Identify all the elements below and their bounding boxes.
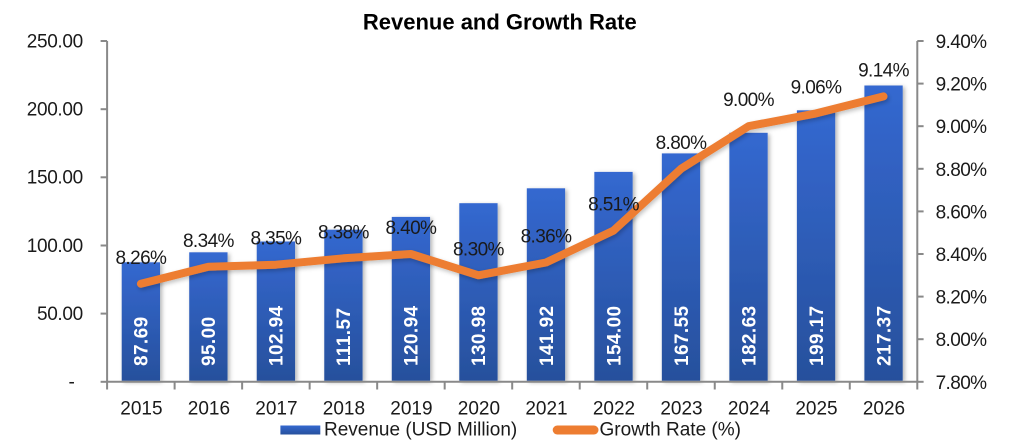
svg-text:2021: 2021	[525, 399, 567, 420]
svg-text:2018: 2018	[323, 399, 365, 420]
svg-text:141.92: 141.92	[537, 305, 558, 366]
svg-text:7.80%: 7.80%	[936, 373, 988, 394]
svg-text:95.00: 95.00	[199, 316, 220, 366]
svg-text:8.80%: 8.80%	[936, 160, 988, 181]
svg-text:250.00: 250.00	[27, 31, 83, 52]
svg-text:9.20%: 9.20%	[936, 75, 988, 96]
svg-text:2016: 2016	[188, 399, 230, 420]
svg-text:8.51%: 8.51%	[588, 195, 640, 216]
svg-text:9.00%: 9.00%	[936, 117, 988, 138]
svg-text:102.94: 102.94	[267, 305, 288, 366]
svg-text:Growth Rate (%): Growth Rate (%)	[600, 419, 741, 440]
svg-text:217.37: 217.37	[874, 305, 895, 366]
svg-text:150.00: 150.00	[27, 168, 83, 189]
svg-text:2024: 2024	[728, 399, 771, 420]
svg-text:2019: 2019	[390, 399, 432, 420]
svg-text:9.06%: 9.06%	[791, 77, 843, 98]
svg-text:8.26%: 8.26%	[115, 248, 167, 269]
svg-text:8.40%: 8.40%	[936, 245, 988, 266]
svg-text:200.00: 200.00	[27, 100, 83, 121]
svg-text:87.69: 87.69	[132, 316, 153, 366]
svg-text:-: -	[69, 372, 75, 393]
svg-text:2015: 2015	[120, 399, 162, 420]
svg-text:8.60%: 8.60%	[936, 202, 988, 223]
svg-text:2017: 2017	[255, 399, 297, 420]
svg-text:100.00: 100.00	[27, 236, 83, 257]
svg-text:Revenue (USD Million): Revenue (USD Million)	[324, 419, 517, 440]
svg-text:199.17: 199.17	[807, 305, 828, 366]
svg-text:8.36%: 8.36%	[521, 227, 573, 248]
svg-text:8.38%: 8.38%	[318, 222, 370, 243]
svg-text:120.94: 120.94	[402, 305, 423, 366]
svg-text:8.00%: 8.00%	[936, 330, 988, 351]
svg-text:Revenue and Growth Rate: Revenue and Growth Rate	[363, 10, 637, 35]
svg-text:9.40%: 9.40%	[936, 32, 988, 53]
svg-text:111.57: 111.57	[334, 308, 355, 366]
svg-text:8.40%: 8.40%	[385, 218, 437, 239]
svg-text:8.35%: 8.35%	[250, 229, 302, 250]
svg-text:8.20%: 8.20%	[936, 288, 988, 309]
svg-text:50.00: 50.00	[37, 304, 83, 325]
svg-text:8.34%: 8.34%	[183, 231, 235, 252]
svg-text:8.80%: 8.80%	[656, 133, 708, 154]
svg-text:130.98: 130.98	[469, 305, 490, 366]
svg-text:2025: 2025	[795, 399, 837, 420]
svg-text:8.30%: 8.30%	[453, 239, 505, 260]
svg-text:2022: 2022	[593, 399, 635, 420]
svg-text:2020: 2020	[458, 399, 500, 420]
svg-text:2023: 2023	[660, 399, 702, 420]
svg-text:2026: 2026	[863, 399, 905, 420]
svg-text:154.00: 154.00	[604, 305, 625, 366]
svg-text:182.63: 182.63	[739, 305, 760, 366]
svg-text:167.55: 167.55	[672, 305, 693, 366]
svg-text:9.14%: 9.14%	[858, 60, 910, 81]
svg-text:9.00%: 9.00%	[723, 90, 775, 111]
